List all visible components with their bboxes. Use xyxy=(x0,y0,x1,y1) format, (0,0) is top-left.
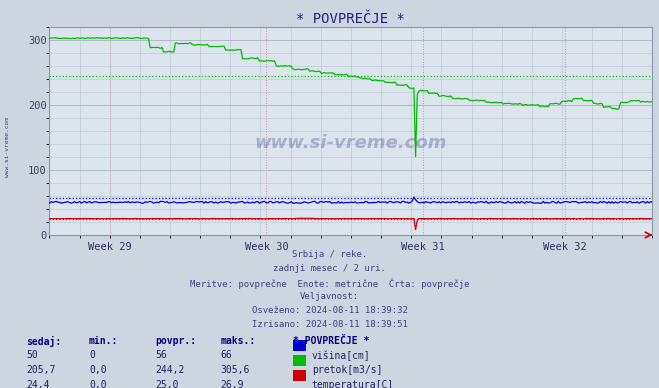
Text: * POVPREČJE *: * POVPREČJE * xyxy=(293,336,370,346)
Text: 25,0: 25,0 xyxy=(155,380,179,388)
Text: 56: 56 xyxy=(155,350,167,360)
Text: 50: 50 xyxy=(26,350,38,360)
Text: 24,4: 24,4 xyxy=(26,380,50,388)
Text: 205,7: 205,7 xyxy=(26,365,56,375)
Text: Veljavnost:: Veljavnost: xyxy=(300,292,359,301)
Text: Week 30: Week 30 xyxy=(244,242,289,253)
Text: sedaj:: sedaj: xyxy=(26,336,61,346)
Text: min.:: min.: xyxy=(89,336,119,346)
Text: 0: 0 xyxy=(89,350,95,360)
Text: pretok[m3/s]: pretok[m3/s] xyxy=(312,365,382,375)
Text: 0,0: 0,0 xyxy=(89,365,107,375)
Text: zadnji mesec / 2 uri.: zadnji mesec / 2 uri. xyxy=(273,264,386,273)
Text: povpr.:: povpr.: xyxy=(155,336,196,346)
Text: višina[cm]: višina[cm] xyxy=(312,350,370,361)
Text: Week 29: Week 29 xyxy=(88,242,132,253)
Text: maks.:: maks.: xyxy=(221,336,256,346)
Text: 66: 66 xyxy=(221,350,233,360)
Text: Izrisano: 2024-08-11 18:39:51: Izrisano: 2024-08-11 18:39:51 xyxy=(252,320,407,329)
Text: Week 32: Week 32 xyxy=(543,242,587,253)
Text: www.si-vreme.com: www.si-vreme.com xyxy=(254,134,447,152)
Text: Srbija / reke.: Srbija / reke. xyxy=(292,250,367,259)
Text: Week 31: Week 31 xyxy=(401,242,445,253)
Text: 26,9: 26,9 xyxy=(221,380,244,388)
Text: 244,2: 244,2 xyxy=(155,365,185,375)
Text: temperatura[C]: temperatura[C] xyxy=(312,380,394,388)
Text: Meritve: povprečne  Enote: metrične  Črta: povprečje: Meritve: povprečne Enote: metrične Črta:… xyxy=(190,278,469,289)
Text: 305,6: 305,6 xyxy=(221,365,250,375)
Title: * POVPREČJE *: * POVPREČJE * xyxy=(297,12,405,26)
Text: 0,0: 0,0 xyxy=(89,380,107,388)
Text: Osveženo: 2024-08-11 18:39:32: Osveženo: 2024-08-11 18:39:32 xyxy=(252,306,407,315)
Text: www.si-vreme.com: www.si-vreme.com xyxy=(5,118,11,177)
